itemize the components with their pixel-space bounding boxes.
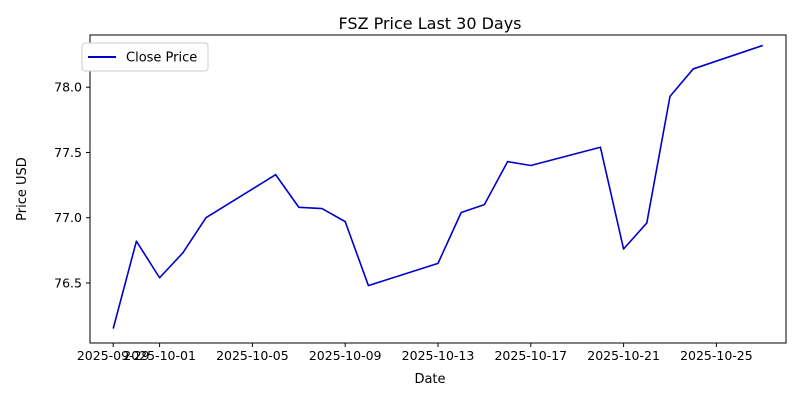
x-tick-label: 2025-10-25 bbox=[680, 348, 753, 363]
x-tick-label: 2025-10-05 bbox=[216, 348, 289, 363]
x-tick-label: 2025-09-29 bbox=[77, 348, 150, 363]
x-tick-label: 2025-10-21 bbox=[587, 348, 660, 363]
x-axis-title: Date bbox=[414, 372, 445, 387]
x-tick-label: 2025-10-13 bbox=[402, 348, 475, 363]
x-tick-label: 2025-10-17 bbox=[494, 348, 567, 363]
y-tick-label: 77.5 bbox=[54, 145, 82, 160]
plot-area bbox=[90, 35, 786, 343]
x-tick-label: 2025-10-09 bbox=[309, 348, 382, 363]
x-tick-label: 2025-10-01 bbox=[123, 348, 196, 363]
plot-frame bbox=[89, 34, 787, 344]
y-axis-title: Price USD bbox=[15, 157, 30, 221]
y-tick-label: 77.0 bbox=[54, 210, 82, 225]
legend-entry: Close Price bbox=[126, 51, 197, 66]
legend-box bbox=[81, 42, 209, 72]
y-tick-label: 76.5 bbox=[54, 275, 82, 290]
legend: Close Price bbox=[81, 42, 209, 72]
series-lines bbox=[112, 44, 764, 329]
chart-title: FSZ Price Last 30 Days bbox=[338, 14, 521, 33]
y-tick-label: 78.0 bbox=[54, 80, 82, 95]
